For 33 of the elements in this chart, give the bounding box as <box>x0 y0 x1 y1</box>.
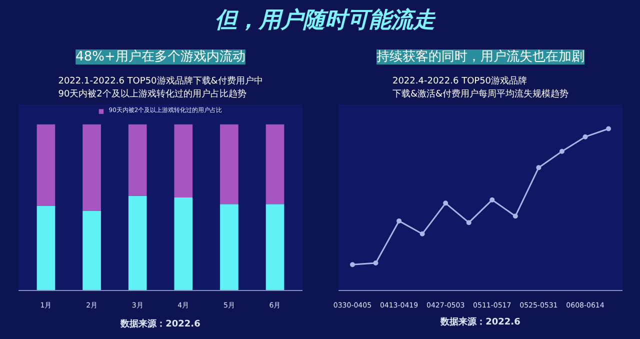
bar <box>174 124 193 198</box>
bar <box>36 124 56 206</box>
bar <box>128 124 147 196</box>
point <box>350 262 355 268</box>
bar <box>220 204 238 290</box>
point <box>420 231 425 236</box>
text: 但，用户随时可能流走 <box>215 6 435 35</box>
text: 2022.4-2022.6 TOP50游戏品牌 <box>392 76 528 86</box>
point <box>559 148 564 154</box>
chart-title: 48%+用户在多个游戏内流动 <box>76 48 246 64</box>
point <box>512 214 518 219</box>
bar <box>266 204 284 290</box>
text: 2022.1-2022.6 TOP50游戏品牌下载&付费用户中 <box>58 76 263 86</box>
text: 90天内被2个及以上游戏转化过的用户占比趋势 <box>58 90 246 100</box>
point <box>443 200 448 206</box>
point <box>396 218 402 224</box>
point <box>606 126 612 132</box>
bar <box>82 124 101 211</box>
point <box>373 260 378 266</box>
chart-title: 持续获客的同时，用户流失也在加剧 <box>376 48 584 64</box>
point <box>466 220 472 226</box>
point <box>536 165 542 170</box>
bar <box>220 124 238 204</box>
bar <box>82 210 101 290</box>
bar <box>128 196 147 290</box>
bar <box>266 124 284 204</box>
source-note: 数据来源：2022.6 <box>440 316 520 328</box>
point <box>582 134 588 140</box>
bar <box>174 198 193 290</box>
point <box>490 197 495 202</box>
bar <box>36 206 56 290</box>
text: 下载&激活&付费用户每周平均流失规模趋势 <box>392 90 569 100</box>
source-note: 数据来源：2022.6 <box>120 318 200 330</box>
